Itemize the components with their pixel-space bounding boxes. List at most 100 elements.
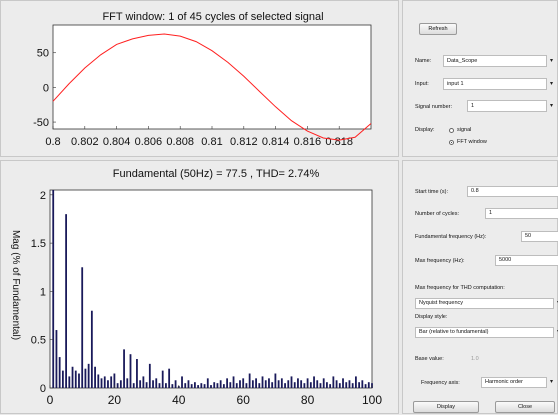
- harmonic-bar: [210, 385, 212, 388]
- input-dropdown[interactable]: input 1 ▾: [443, 78, 553, 90]
- harmonic-bar: [351, 383, 354, 388]
- x-tick-label: 0.818: [325, 136, 353, 148]
- thd-max-frequency-label: Max frequency for THD computation:: [415, 285, 505, 291]
- harmonic-bar: [168, 368, 171, 388]
- harmonic-bar: [316, 380, 319, 388]
- harmonic-bar: [68, 376, 71, 388]
- harmonic-bar: [171, 384, 174, 388]
- harmonic-bar: [181, 376, 183, 388]
- harmonic-bar: [132, 383, 135, 388]
- harmonic-bar: [155, 378, 158, 388]
- harmonic-bar: [65, 214, 67, 388]
- refresh-button[interactable]: Refresh: [419, 23, 457, 35]
- number-of-cycles-field[interactable]: 1: [485, 208, 558, 219]
- x-tick-label: 100: [362, 393, 382, 407]
- name-dropdown[interactable]: Data_Scope ▾: [443, 55, 553, 67]
- spectrum-plot-title: Fundamental (50Hz) = 77.5 , THD= 2.74%: [113, 168, 320, 180]
- display-style-value: Bar (relative to fundamental): [419, 329, 489, 335]
- display-label: Display:: [415, 127, 435, 133]
- chevron-down-icon: ▾: [557, 328, 558, 337]
- harmonic-bar: [367, 382, 370, 388]
- harmonic-bar: [174, 380, 177, 388]
- harmonic-bar: [58, 357, 61, 388]
- harmonic-bar: [348, 380, 351, 388]
- harmonic-bar: [103, 376, 106, 388]
- harmonic-bar: [271, 382, 274, 388]
- close-button[interactable]: Close: [495, 401, 555, 413]
- harmonic-bar: [213, 382, 216, 388]
- signal-number-dropdown[interactable]: 1 ▾: [467, 100, 553, 112]
- spectrum-plot-axes: [49, 189, 373, 389]
- signal-plot: FFT window: 1 of 45 cycles of selected s…: [33, 11, 372, 148]
- start-time-field[interactable]: 0.8: [467, 186, 558, 197]
- harmonic-bar: [222, 384, 225, 388]
- signal-plot-title: FFT window: 1 of 45 cycles of selected s…: [102, 11, 323, 23]
- chevron-down-icon: ▾: [549, 58, 553, 64]
- harmonic-bar: [261, 376, 264, 388]
- fundamental-frequency-field[interactable]: 50: [521, 231, 558, 242]
- harmonic-bar: [197, 385, 200, 388]
- harmonic-bar: [190, 384, 193, 388]
- name-label: Name:: [415, 58, 432, 64]
- signal-radio[interactable]: [449, 128, 454, 133]
- chevron-down-icon: ▾: [549, 379, 553, 385]
- display-style-dropdown[interactable]: Bar (relative to fundamental) ▾: [415, 327, 558, 338]
- harmonic-bar: [110, 376, 113, 388]
- display-button[interactable]: Display: [413, 401, 479, 413]
- signal-settings-panel: Refresh Name: Data_Scope ▾ Input: input …: [402, 0, 558, 157]
- frequency-axis-value: Harmonic order: [485, 379, 523, 385]
- harmonic-bar: [203, 384, 206, 388]
- x-tick-label: 0: [47, 393, 54, 407]
- frequency-axis-dropdown[interactable]: Harmonic order ▾: [481, 377, 553, 388]
- x-tick-label: 0.806: [135, 136, 163, 148]
- harmonic-bar: [148, 363, 151, 388]
- harmonic-bar: [161, 370, 164, 388]
- harmonic-bar: [251, 380, 254, 388]
- harmonic-bar: [116, 383, 119, 388]
- y-tick-label: 1.5: [31, 238, 46, 250]
- harmonic-bar: [264, 380, 267, 388]
- thd-max-frequency-value: Nyquist frequency: [419, 300, 464, 306]
- harmonic-bar: [319, 383, 322, 388]
- base-value-label: Base value:: [415, 356, 444, 362]
- thd-max-frequency-dropdown[interactable]: Nyquist frequency ▾: [415, 298, 558, 309]
- y-tick-label: 2: [40, 190, 46, 202]
- x-tick-label: 0.802: [71, 136, 99, 148]
- base-value-value: 1.0: [471, 356, 479, 362]
- harmonic-bar: [268, 378, 270, 388]
- harmonic-bar: [338, 383, 341, 388]
- signal-plot-axes: [52, 24, 372, 130]
- max-frequency-field[interactable]: 5000: [495, 255, 558, 266]
- start-time-label: Start time (s):: [415, 189, 449, 195]
- harmonic-bar: [78, 373, 80, 388]
- harmonic-bar: [107, 380, 109, 388]
- harmonic-bar: [332, 376, 335, 388]
- harmonic-bar: [71, 366, 74, 388]
- chevron-down-icon: ▾: [557, 299, 558, 308]
- harmonic-bar: [97, 374, 100, 388]
- harmonic-bar: [235, 383, 238, 388]
- harmonic-bar: [74, 370, 77, 388]
- name-value: Data_Scope: [447, 58, 478, 64]
- y-tick-label: 50: [37, 48, 49, 60]
- harmonic-bar: [303, 383, 306, 388]
- harmonic-bar: [136, 359, 138, 388]
- chevron-down-icon: ▾: [549, 103, 553, 109]
- harmonic-bar: [126, 378, 129, 388]
- harmonic-bar: [306, 378, 309, 388]
- harmonic-bar: [61, 370, 64, 388]
- fft-window-radio[interactable]: [449, 140, 454, 145]
- harmonic-bar: [194, 382, 196, 388]
- harmonic-bar: [219, 380, 222, 388]
- harmonic-bar: [335, 380, 338, 388]
- harmonic-bar: [187, 380, 190, 388]
- x-tick-label: 40: [172, 393, 186, 407]
- harmonic-bar: [226, 378, 228, 388]
- x-tick-label: 0.816: [294, 136, 322, 148]
- fft-settings-panel: Start time (s): 0.8 Number of cycles: 1 …: [402, 160, 558, 414]
- harmonic-bar: [293, 382, 296, 388]
- harmonic-bar: [274, 373, 277, 388]
- harmonic-bar: [142, 376, 145, 388]
- number-of-cycles-label: Number of cycles:: [415, 211, 460, 217]
- harmonic-bar: [200, 383, 203, 388]
